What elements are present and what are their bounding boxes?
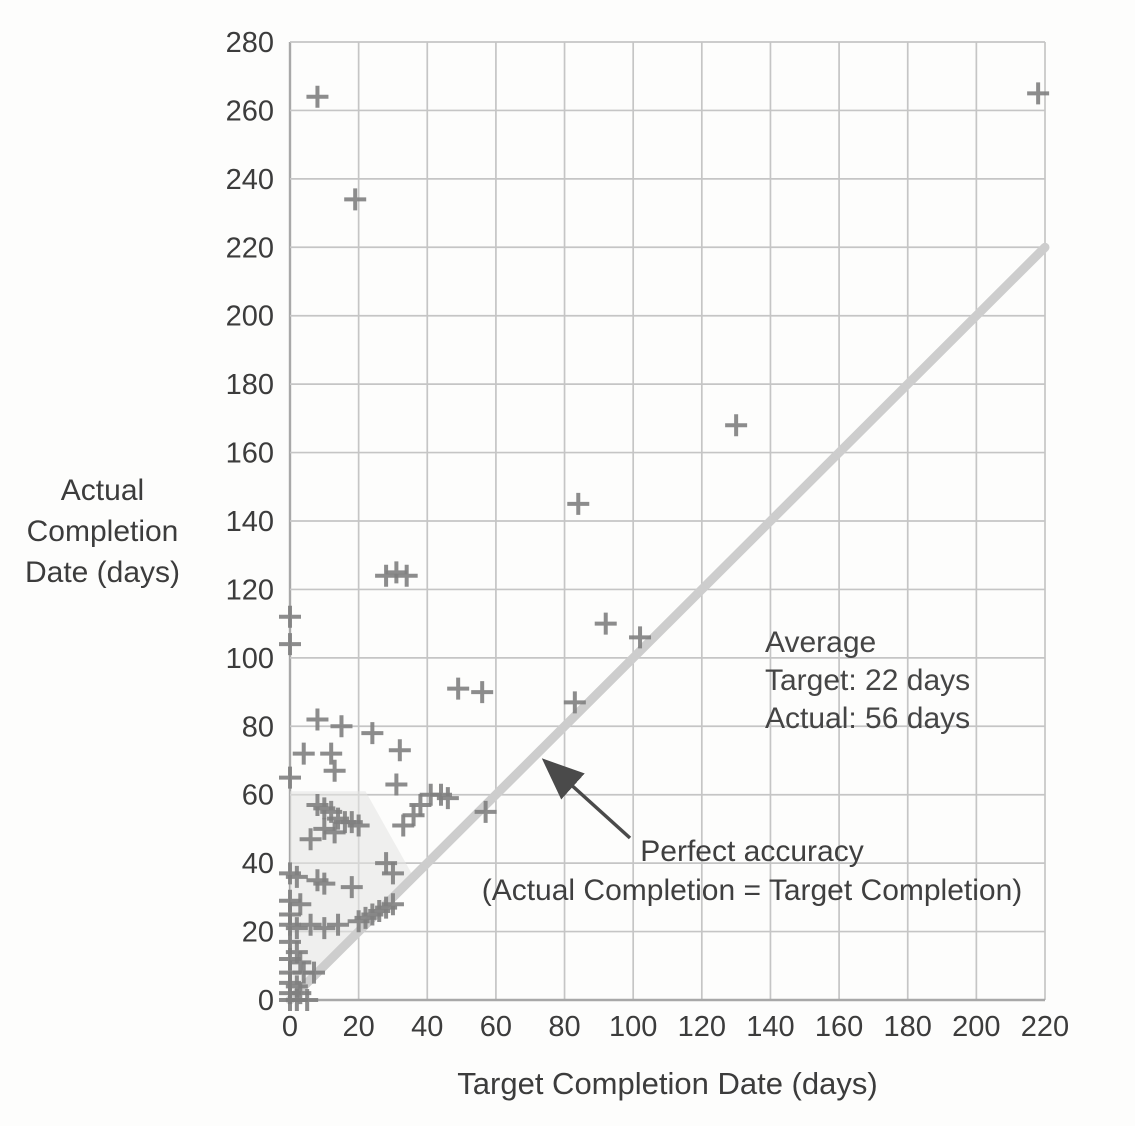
average-annotation: Average Target: 22 days Actual: 56 days [765,624,970,738]
y-tick-label: 100 [226,643,274,675]
data-point-marker [447,677,470,700]
data-point-marker [299,828,322,851]
x-tick-label: 40 [411,1011,443,1043]
average-annotation-line: Average [765,626,877,659]
data-point-marker [385,561,408,584]
data-point-marker [594,612,617,635]
x-tick-label: 140 [746,1011,794,1043]
data-point-marker [313,917,336,940]
y-tick-label: 220 [226,232,274,264]
data-point-marker [285,917,308,940]
data-point-marker [299,913,322,936]
y-tick-label: 20 [242,917,274,949]
x-axis-title: Target Completion Date (days) [457,1066,878,1101]
y-tick-label: 280 [226,27,274,59]
data-point-marker [436,787,459,810]
data-point-marker [320,742,343,765]
data-point-marker [385,773,408,796]
annotation-arrow [541,758,632,840]
data-point-marker [313,872,336,895]
identity-line [285,242,1050,1005]
data-point-marker [629,626,652,649]
data-point-marker [323,759,346,782]
data-point-marker [340,876,363,899]
data-point-marker [330,715,353,738]
data-point-marker [381,893,404,916]
perfect-accuracy-line: (Actual Completion = Target Completion) [481,874,1023,907]
x-tick-label: 0 [282,1011,298,1043]
data-point-marker [725,414,748,437]
data-point-marker [381,862,404,885]
data-point-marker [296,989,319,1011]
y-axis-title-line: Date (days) [24,556,181,589]
y-tick-label: 240 [226,164,274,196]
data-point-marker [395,564,418,587]
data-point-marker [279,605,301,628]
data-point-marker [327,913,350,936]
data-point-marker [306,708,329,731]
y-tick-label: 140 [226,506,274,538]
data-point-marker [361,722,384,745]
data-point-marker [392,814,415,837]
data-point-marker [313,817,336,840]
data-point-marker [323,821,346,844]
data-point-marker [285,865,308,888]
data-point-marker [289,951,312,974]
data-point-marker [1027,82,1050,105]
data-point-marker [289,893,312,916]
data-point-marker [279,766,301,789]
x-tick-label: 160 [815,1011,863,1043]
x-tick-label: 100 [609,1011,657,1043]
data-point-marker [306,85,329,108]
x-tick-label: 220 [1021,1011,1069,1043]
average-annotation-line: Target: 22 days [765,664,971,697]
y-axis-title-line: Completion [26,515,179,548]
x-tick-label: 200 [952,1011,1000,1043]
data-point-marker [303,961,326,984]
data-point-marker [344,188,367,211]
data-point-marker [563,691,586,714]
data-point-marker [375,564,398,587]
perfect-accuracy-annotation: Perfect accuracy (Actual Completion = Ta… [372,832,1132,910]
x-tick-label: 20 [343,1011,375,1043]
data-point-marker [292,742,315,765]
y-tick-label: 260 [226,95,274,127]
y-axis-title-line: Actual [60,474,145,507]
x-tick-label: 80 [548,1011,580,1043]
x-tick-label: 60 [480,1011,512,1043]
data-point-marker [347,814,370,837]
y-tick-label: 180 [226,369,274,401]
x-tick-label: 180 [884,1011,932,1043]
y-tick-label: 60 [242,780,274,812]
y-tick-label: 0 [258,985,274,1017]
data-point-marker [388,739,411,762]
data-point-marker [409,793,432,816]
average-annotation-line: Actual: 56 days [765,702,971,735]
y-tick-label: 200 [226,301,274,333]
data-point-marker [471,681,494,704]
data-point-marker [279,633,301,656]
y-tick-label: 40 [242,848,274,880]
data-point-marker [474,800,497,823]
y-axis-title: Actual Completion Date (days) [0,470,205,593]
data-point-marker [567,492,590,515]
x-tick-label: 120 [678,1011,726,1043]
y-tick-label: 160 [226,438,274,470]
y-tick-label: 80 [242,711,274,743]
y-tick-label: 120 [226,574,274,606]
perfect-accuracy-line: Perfect accuracy [640,835,864,868]
